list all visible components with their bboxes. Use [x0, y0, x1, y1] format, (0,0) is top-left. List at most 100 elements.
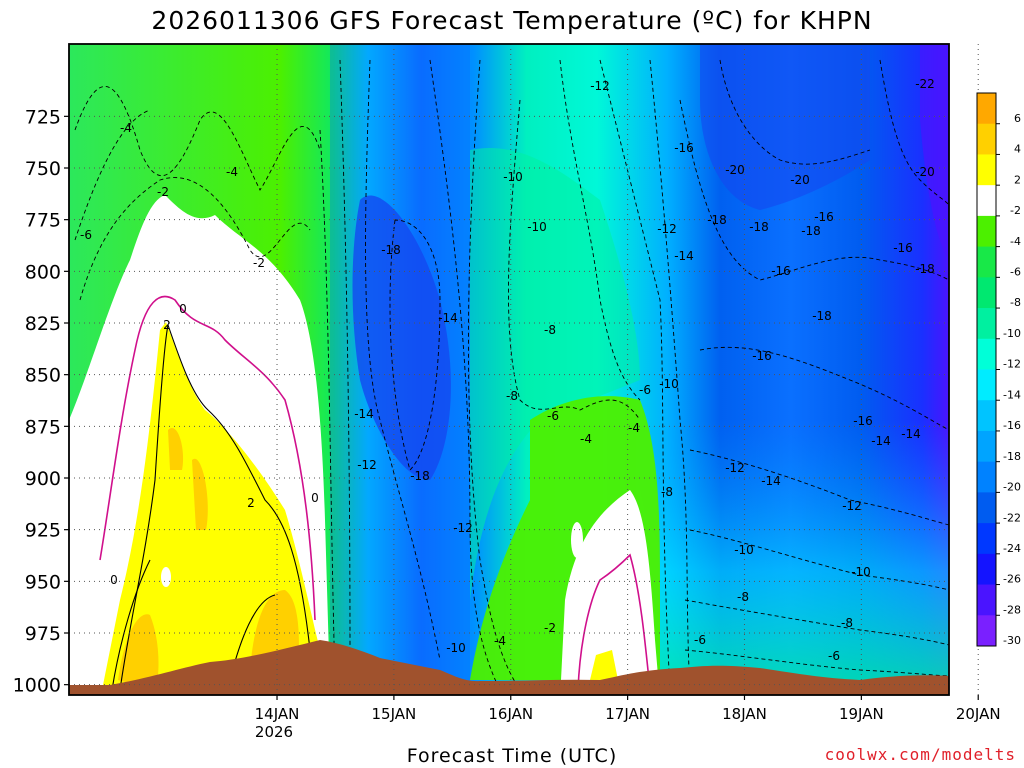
contour-label: -14	[438, 311, 458, 325]
contour-label: -18	[915, 262, 935, 276]
contour-label: -14	[354, 407, 374, 421]
contour-label: -16	[853, 414, 873, 428]
x-tick-label: 15JAN	[372, 705, 417, 723]
x-tick-sublabel: 2026	[255, 723, 293, 741]
contour-label: -10	[851, 565, 871, 579]
contour-label: -14	[674, 249, 694, 263]
colorbar-swatch	[977, 93, 996, 125]
contour-label: -18	[381, 243, 401, 257]
colorbar-label: -16	[1003, 419, 1021, 432]
contour-label: -4	[226, 165, 238, 179]
colorbar-label: -22	[1003, 511, 1021, 524]
contour-label: -6	[694, 633, 706, 647]
contour-label: 2	[163, 318, 171, 332]
x-tick-label: 17JAN	[605, 705, 650, 723]
colorbar-label: -6	[1010, 266, 1021, 279]
contour-label: -10	[527, 220, 547, 234]
colorbar-swatch	[977, 123, 996, 155]
colorbar-swatch	[977, 461, 996, 493]
y-tick-label: 950	[25, 571, 61, 593]
contour-label: -14	[761, 474, 781, 488]
contour-label: -12	[842, 499, 862, 513]
y-axis: 725 750 775 800 825 850 875 900 925 950 975 1000	[13, 106, 69, 697]
contour-label: -20	[915, 165, 935, 179]
contour-label: -12	[453, 521, 473, 535]
contour-label: -14	[901, 427, 921, 441]
contour-label: -18	[801, 224, 821, 238]
x-axis-title: Forecast Time (UTC)	[406, 745, 618, 767]
colorbar-swatch	[977, 308, 996, 340]
contour-label: -4	[580, 432, 592, 446]
contour-label: -4	[120, 121, 132, 135]
x-tick-label: 18JAN	[722, 705, 767, 723]
contour-label: -2	[253, 256, 265, 270]
contour-label: -16	[752, 349, 772, 363]
colorbar-swatch	[977, 338, 996, 370]
colorbar-swatch	[977, 185, 996, 217]
contour-label: -10	[659, 377, 679, 391]
x-tick-label: 14JAN	[255, 705, 300, 723]
y-tick-label: 825	[25, 313, 61, 335]
contour-label: -18	[812, 309, 832, 323]
y-tick-label: 975	[25, 623, 61, 645]
contour-label: 0	[311, 491, 319, 505]
contour-label: -20	[725, 163, 745, 177]
y-tick-label: 850	[25, 365, 61, 387]
contour-label: -4	[628, 421, 640, 435]
colorbar-label: 2	[1014, 173, 1021, 186]
contour-label: -16	[893, 241, 913, 255]
contour-label: -10	[503, 170, 523, 184]
colorbar-label: -4	[1010, 235, 1021, 248]
colorbar-swatch	[977, 430, 996, 463]
colorbar-swatch	[977, 523, 996, 555]
y-tick-label: 800	[25, 261, 61, 283]
colorbar-swatch	[977, 277, 996, 309]
contour-label: -12	[357, 458, 377, 472]
colorbar-label: 6	[1014, 112, 1021, 125]
x-tick-label: 19JAN	[839, 705, 884, 723]
colorbar-swatch	[977, 400, 996, 432]
temperature-field	[69, 44, 949, 695]
contour-label: -22	[915, 77, 935, 91]
colorbar-label: -20	[1003, 481, 1021, 494]
colorbar-label: -10	[1003, 327, 1021, 340]
contour-label: -18	[410, 469, 430, 483]
colorbar-swatch	[977, 584, 996, 616]
contour-label: -12	[590, 79, 610, 93]
colorbar-swatch	[977, 615, 996, 647]
colorbar-label: -18	[1003, 450, 1021, 463]
colorbar-label: -14	[1003, 388, 1021, 401]
credit-link[interactable]: coolwx.com/modelts	[824, 745, 1016, 764]
contour-label: -8	[506, 389, 518, 403]
contour-label: -8	[544, 323, 556, 337]
contour-label: -10	[734, 543, 754, 557]
contour-label: -8	[737, 590, 749, 604]
x-tick-label: 16JAN	[488, 705, 533, 723]
colorbar-label: -28	[1003, 603, 1021, 616]
contour-label: -16	[814, 210, 834, 224]
y-tick-label: 875	[25, 416, 61, 438]
contour-label: -2	[544, 621, 556, 635]
contour-label: -6	[828, 649, 840, 663]
contour-label: -16	[674, 141, 694, 155]
contour-label: -12	[725, 461, 745, 475]
colorbar-label: 4	[1014, 143, 1021, 156]
colorbar-label: -24	[1003, 542, 1021, 555]
chart-title: 2026011306 GFS Forecast Temperature (ºC)…	[151, 6, 873, 35]
contour-label: -16	[771, 264, 791, 278]
y-tick-label: 725	[25, 106, 61, 128]
contour-label: -8	[661, 485, 673, 499]
colorbar: 6 4 2 -2 -4 -6 -8 -10 -12 -14 -16 -18 -20 -22 -24 -26 -2…	[976, 92, 1021, 647]
colorbar-swatch	[977, 246, 996, 278]
contour-label: -10	[446, 641, 466, 655]
colorbar-swatch	[977, 369, 996, 401]
contour-label: -2	[157, 185, 169, 199]
colorbar-label: -30	[1003, 634, 1021, 647]
colorbar-label: -8	[1010, 296, 1021, 309]
contour-label: -20	[790, 173, 810, 187]
contour-label: 0	[110, 573, 118, 587]
contour-label: -14	[871, 434, 891, 448]
